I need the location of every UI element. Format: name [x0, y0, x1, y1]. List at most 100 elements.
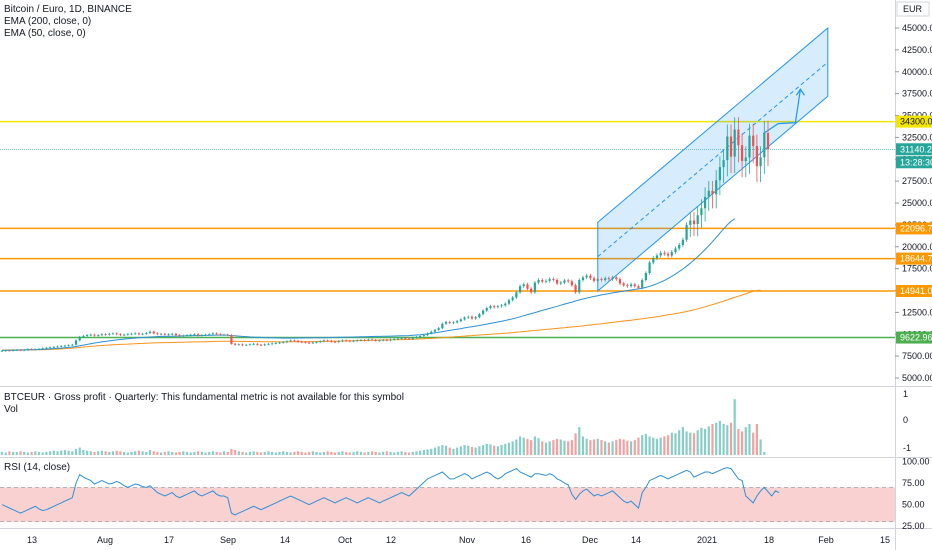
candle-body — [504, 303, 507, 306]
candle-body — [367, 339, 370, 341]
price-tag — [896, 331, 932, 344]
volume-bar — [596, 438, 599, 455]
volume-bar — [681, 427, 684, 455]
time-tick-label: 2021 — [697, 535, 717, 545]
candle-body — [648, 262, 651, 273]
volume-tick-label: -1 — [903, 443, 911, 453]
price-tick-label: 27500.00 — [902, 176, 932, 186]
price-tick-label: 7500.00 — [902, 351, 932, 361]
rsi-pane — [0, 467, 895, 523]
candle-body — [89, 334, 92, 336]
candle-body — [274, 343, 277, 344]
currency-box[interactable] — [896, 1, 930, 17]
candle-body — [341, 340, 344, 342]
candle-body — [700, 208, 703, 216]
arrow-head-icon — [795, 88, 805, 96]
candle-body — [104, 334, 107, 336]
candle-body — [48, 347, 52, 349]
candle-body — [400, 338, 403, 339]
time-axis[interactable]: 13 Aug 17 Sep 14 Oct 12 Nov 16 Dec 14 2021 18 Feb 15 — [27, 535, 890, 545]
volume-bar — [559, 439, 562, 455]
ema200-legend[interactable]: EMA (200, close, 0) — [4, 16, 91, 27]
candle-body — [160, 333, 163, 335]
price-tag-label: 9622.96 — [900, 333, 932, 343]
volume-bar — [496, 446, 499, 455]
volume-bar — [441, 445, 444, 455]
candle-body — [744, 157, 747, 161]
candle-body — [141, 333, 144, 335]
rsi-tick-label: 25.00 — [902, 521, 925, 531]
candle-body — [596, 279, 599, 281]
candle-body — [589, 275, 592, 279]
volume-bar — [97, 451, 100, 455]
rsi-tick-label: 100.00 — [902, 457, 930, 467]
volume-bar — [419, 450, 422, 455]
candle-body — [681, 239, 684, 245]
candle-body — [674, 248, 677, 252]
candle-body — [415, 336, 418, 338]
volume-bar — [319, 452, 322, 455]
vol-legend[interactable]: Vol — [4, 404, 18, 415]
volume-bar — [485, 443, 488, 455]
parallel-channel[interactable] — [597, 26, 829, 293]
candle-body — [578, 280, 581, 293]
candle-body — [389, 339, 392, 341]
candle-body — [11, 350, 15, 351]
volume-bar — [67, 450, 70, 455]
volume-bar — [422, 450, 425, 455]
volume-bar — [126, 452, 129, 455]
candle-body — [533, 282, 536, 293]
ema50-line — [2, 218, 735, 351]
candle-body — [385, 339, 388, 341]
ema50-legend[interactable]: EMA (50, close, 0) — [4, 28, 86, 39]
time-tick-label: Feb — [818, 535, 834, 545]
candle-body — [374, 339, 377, 341]
volume-bar — [252, 451, 255, 455]
volume-bar — [670, 432, 673, 455]
volume-bar — [167, 451, 170, 455]
rsi-legend[interactable]: RSI (14, close) — [4, 462, 70, 473]
candle-body — [759, 157, 762, 167]
volume-bar — [152, 451, 155, 455]
volume-bar — [215, 451, 218, 455]
candle-body — [511, 297, 514, 301]
candle-body — [245, 344, 248, 346]
volume-bar — [356, 451, 359, 455]
candle-body — [182, 335, 185, 337]
candle-body — [715, 180, 718, 195]
candle-body — [633, 284, 636, 287]
symbol-title[interactable]: Bitcoin / Euro, 1D, BINANCE — [4, 4, 132, 15]
candle-body — [437, 328, 440, 330]
price-tag — [896, 115, 932, 128]
volume-bar — [171, 451, 174, 455]
candle-body — [78, 336, 81, 341]
volume-bar — [308, 451, 311, 455]
volume-bar — [385, 451, 388, 455]
candle-body — [208, 334, 211, 336]
candle-body — [237, 344, 240, 346]
rsi-band — [0, 487, 895, 522]
volume-bar — [544, 442, 548, 455]
volume-bar — [259, 452, 263, 455]
volume-bar — [282, 451, 285, 455]
volume-bar — [100, 450, 104, 455]
candle-body — [393, 339, 396, 340]
candle-body — [282, 342, 285, 343]
horizontal-levels — [0, 120, 895, 339]
volume-bar — [311, 451, 314, 455]
volume-bar — [518, 436, 522, 455]
volume-bar — [433, 447, 437, 455]
volume-bar — [589, 440, 592, 455]
volume-bar — [226, 451, 229, 455]
price-axis[interactable]: 45000.00 42500.00 40000.00 37500.00 35000.00… — [895, 23, 932, 531]
volume-bar — [234, 450, 237, 455]
candle-body — [607, 278, 610, 280]
volume-bar — [652, 437, 655, 455]
candle-body — [426, 333, 429, 336]
volume-bar — [489, 444, 492, 455]
volume-bar — [300, 451, 303, 455]
price-tag-label: 18644.78 — [900, 254, 932, 264]
volume-bar — [655, 438, 659, 455]
volume-bar — [703, 428, 707, 455]
